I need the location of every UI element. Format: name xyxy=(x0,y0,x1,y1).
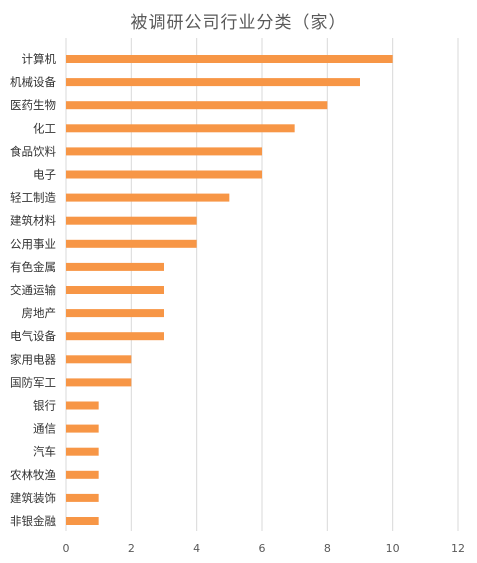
category-label: 机械设备 xyxy=(10,75,56,89)
category-labels: 计算机机械设备医药生物化工食品饮料电子轻工制造建筑材料公用事业有色金属交通运输房… xyxy=(10,52,56,528)
bar xyxy=(66,286,164,294)
bar xyxy=(66,262,164,271)
bar xyxy=(66,424,99,433)
bar xyxy=(66,517,99,525)
category-label: 银行 xyxy=(33,399,56,413)
category-label: 建筑材料 xyxy=(10,214,56,228)
x-tick-label: 8 xyxy=(324,542,331,555)
bar xyxy=(66,147,262,156)
x-tick-label: 6 xyxy=(259,542,266,555)
x-tick-labels: 0 2 4 6 8 10 12 xyxy=(63,542,466,555)
category-label: 汽车 xyxy=(33,445,56,459)
x-tick-label: 12 xyxy=(451,542,465,555)
bar xyxy=(66,447,99,456)
bar xyxy=(66,309,164,318)
category-label: 通信 xyxy=(33,422,56,436)
category-label: 轻工制造 xyxy=(10,191,56,205)
x-tick-label: 10 xyxy=(386,542,400,555)
category-label: 家用电器 xyxy=(10,352,56,366)
bar xyxy=(66,239,197,248)
category-label: 农林牧渔 xyxy=(10,468,56,482)
category-label: 有色金属 xyxy=(10,260,56,274)
category-label: 国防军工 xyxy=(10,375,56,389)
category-label: 电气设备 xyxy=(10,329,56,343)
bar xyxy=(66,470,99,479)
category-label: 食品饮料 xyxy=(10,144,56,158)
bar xyxy=(66,216,197,225)
bar xyxy=(66,170,262,179)
bar xyxy=(66,124,295,133)
bar xyxy=(66,55,393,63)
category-label: 非银金融 xyxy=(10,514,56,528)
category-label: 交通运输 xyxy=(10,283,56,297)
x-tick-label: 0 xyxy=(63,542,70,555)
category-label: 电子 xyxy=(33,168,56,182)
category-label: 房地产 xyxy=(22,306,57,320)
bar xyxy=(66,78,360,87)
bar xyxy=(66,193,230,202)
category-label: 计算机 xyxy=(22,52,57,66)
category-label: 化工 xyxy=(33,121,56,135)
bar xyxy=(66,401,99,410)
bar xyxy=(66,355,132,364)
bars xyxy=(66,55,393,525)
category-label: 建筑装饰 xyxy=(10,491,56,505)
chart-title: 被调研公司行业分类（家） xyxy=(130,13,347,33)
x-tick-label: 2 xyxy=(128,542,135,555)
bar xyxy=(66,378,132,387)
bar xyxy=(66,332,164,341)
grid-lines xyxy=(65,38,459,531)
bar xyxy=(66,101,328,110)
category-label: 医药生物 xyxy=(10,98,56,112)
x-tick-label: 4 xyxy=(193,542,200,555)
category-label: 公用事业 xyxy=(10,237,56,251)
bar xyxy=(66,493,99,502)
